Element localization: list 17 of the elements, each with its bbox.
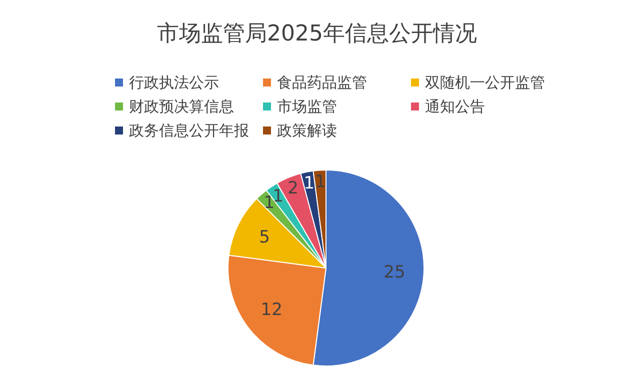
data-label: 25 bbox=[384, 262, 406, 282]
data-label: 1 bbox=[314, 172, 326, 192]
data-label: 12 bbox=[260, 300, 282, 320]
legend-label: 行政执法公示 bbox=[129, 74, 219, 92]
legend-label: 双随机一公开监管 bbox=[425, 74, 545, 92]
data-label: 2 bbox=[288, 178, 298, 198]
legend-label: 食品药品监管 bbox=[277, 74, 367, 92]
data-label: 1 bbox=[272, 186, 284, 206]
legend-label: 通知公告 bbox=[425, 98, 485, 116]
data-label: 1 bbox=[264, 193, 275, 214]
chart-title: 市场监管局2025年信息公开情况 bbox=[157, 22, 477, 46]
legend-label: 政策解读 bbox=[277, 122, 337, 140]
legend-label: 财政预决算信息 bbox=[129, 98, 234, 116]
data-label: 5 bbox=[259, 228, 270, 248]
legend-label: 政务信息公开年报 bbox=[129, 122, 249, 140]
legend-label: 市场监管 bbox=[277, 98, 337, 116]
data-label: 1 bbox=[304, 173, 315, 194]
